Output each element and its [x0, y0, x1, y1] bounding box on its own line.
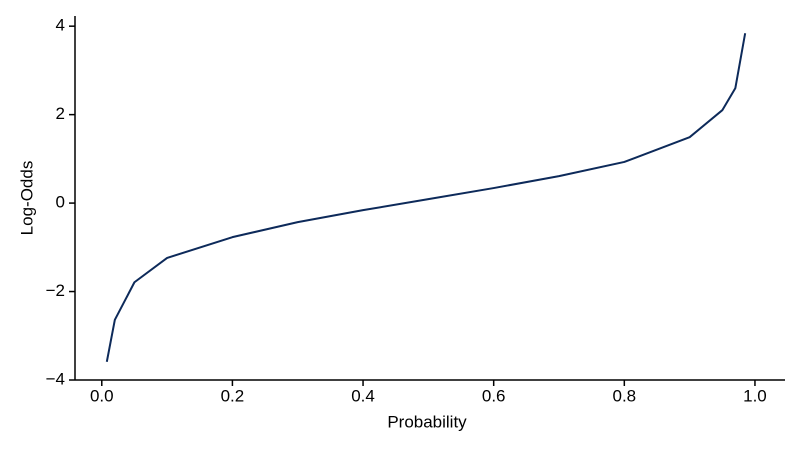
y-tick-label: −2: [46, 281, 65, 300]
y-tick-label: 0: [56, 193, 65, 212]
line: [105, 33, 747, 363]
x-tick-label: 0.2: [221, 386, 245, 405]
y-tick-label: 2: [56, 104, 65, 123]
y-tick-label: 4: [56, 16, 65, 35]
x-tick-label: 0.4: [351, 386, 375, 405]
x-axis-label: Probability: [387, 412, 467, 431]
y-tick-label: −4: [46, 369, 65, 388]
x-tick-label: 1.0: [743, 386, 767, 405]
x-tick-label: 0.0: [90, 386, 114, 405]
x-tick-label: 0.6: [482, 386, 506, 405]
x-tick-label: 0.8: [612, 386, 636, 405]
y-axis-label: Log-Odds: [17, 161, 36, 236]
